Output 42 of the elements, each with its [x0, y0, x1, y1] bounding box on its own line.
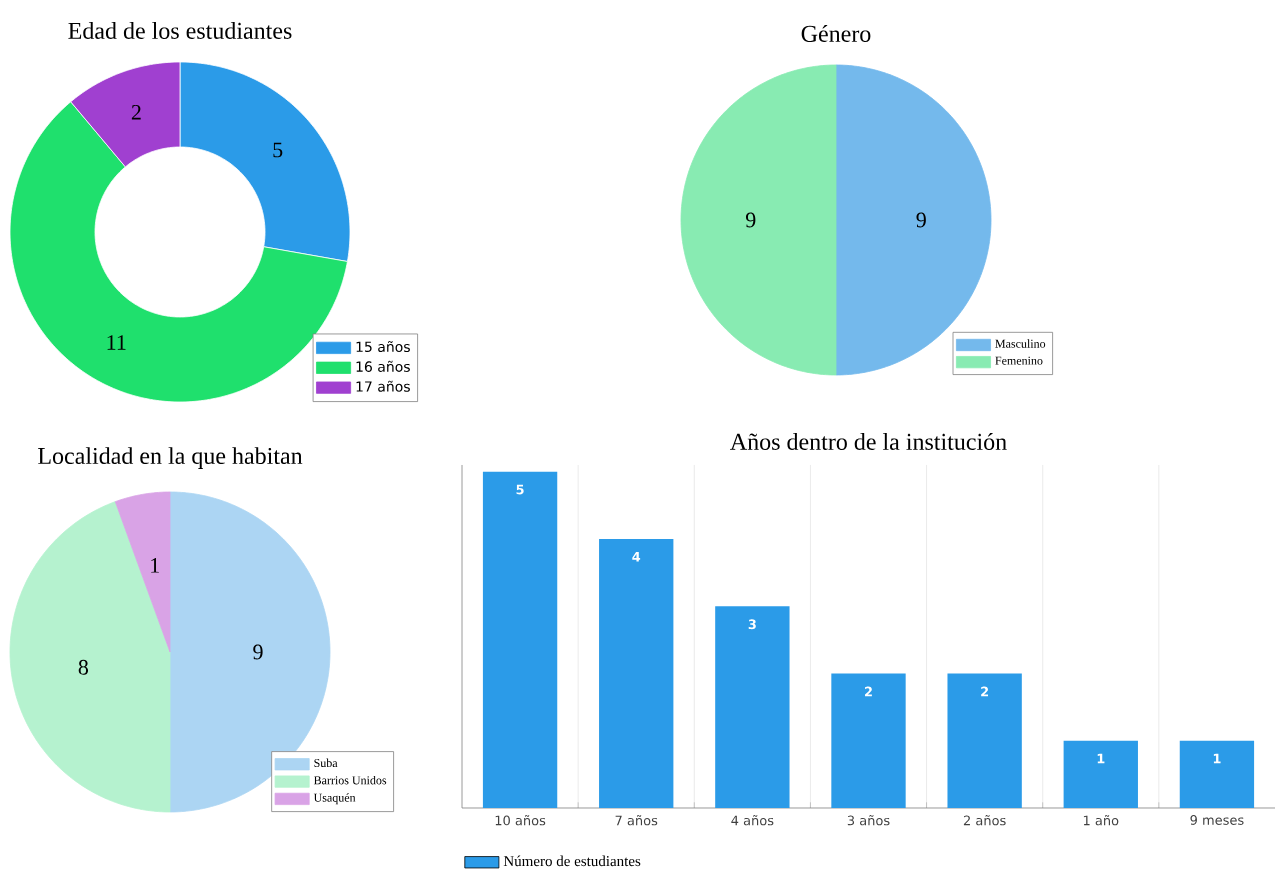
- legend-label: Masculino: [995, 339, 1046, 348]
- data-label: 2: [131, 104, 141, 120]
- x-tick-label: 4 años: [731, 815, 774, 826]
- bar: [947, 673, 1022, 808]
- data-label: 4: [632, 552, 641, 562]
- bar: [1063, 740, 1138, 808]
- chart-title: Años dentro de la institución: [730, 433, 1007, 450]
- bar: [1179, 740, 1255, 808]
- data-label: 5: [516, 484, 524, 495]
- bar: [599, 538, 674, 808]
- legend-label: Femenino: [995, 356, 1043, 365]
- data-label: 9: [916, 212, 926, 228]
- legend-label: 17 años: [356, 380, 410, 392]
- x-tick-label: 7 años: [615, 815, 658, 826]
- bar: [715, 606, 790, 808]
- legend-label: Usaquén: [313, 793, 356, 805]
- data-label: 2: [981, 686, 989, 697]
- data-label: 9: [745, 212, 756, 228]
- x-tick-label: 3 años: [847, 815, 890, 826]
- data-label: 1: [1097, 753, 1105, 764]
- chart-title: Edad de los estudiantes: [68, 22, 292, 39]
- data-label: 3: [748, 619, 756, 630]
- legend-label: Número de estudiantes: [503, 855, 641, 867]
- data-label: 5: [273, 142, 283, 158]
- data-label: 2: [865, 686, 872, 697]
- data-label: 11: [107, 335, 126, 350]
- legend-label: 15 años: [356, 340, 410, 353]
- data-label: 9: [253, 644, 263, 660]
- legend-label: Suba: [314, 758, 338, 768]
- chart-title: Género: [801, 25, 871, 42]
- legend-label: 16 años: [356, 360, 410, 372]
- data-label: 1: [1213, 753, 1221, 764]
- bar: [482, 471, 558, 808]
- chart-title: Localidad en la que habitan: [38, 447, 303, 469]
- data-label: 1: [151, 558, 159, 573]
- x-tick-label: 9 meses: [1190, 815, 1244, 825]
- x-tick-label: 2 años: [963, 815, 1006, 826]
- x-tick-label: 10 años: [495, 815, 546, 826]
- bar: [831, 673, 906, 808]
- legend-label: Barrios Unidos: [313, 775, 387, 785]
- x-tick-label: 1 año: [1083, 815, 1119, 826]
- data-label: 8: [78, 659, 89, 675]
